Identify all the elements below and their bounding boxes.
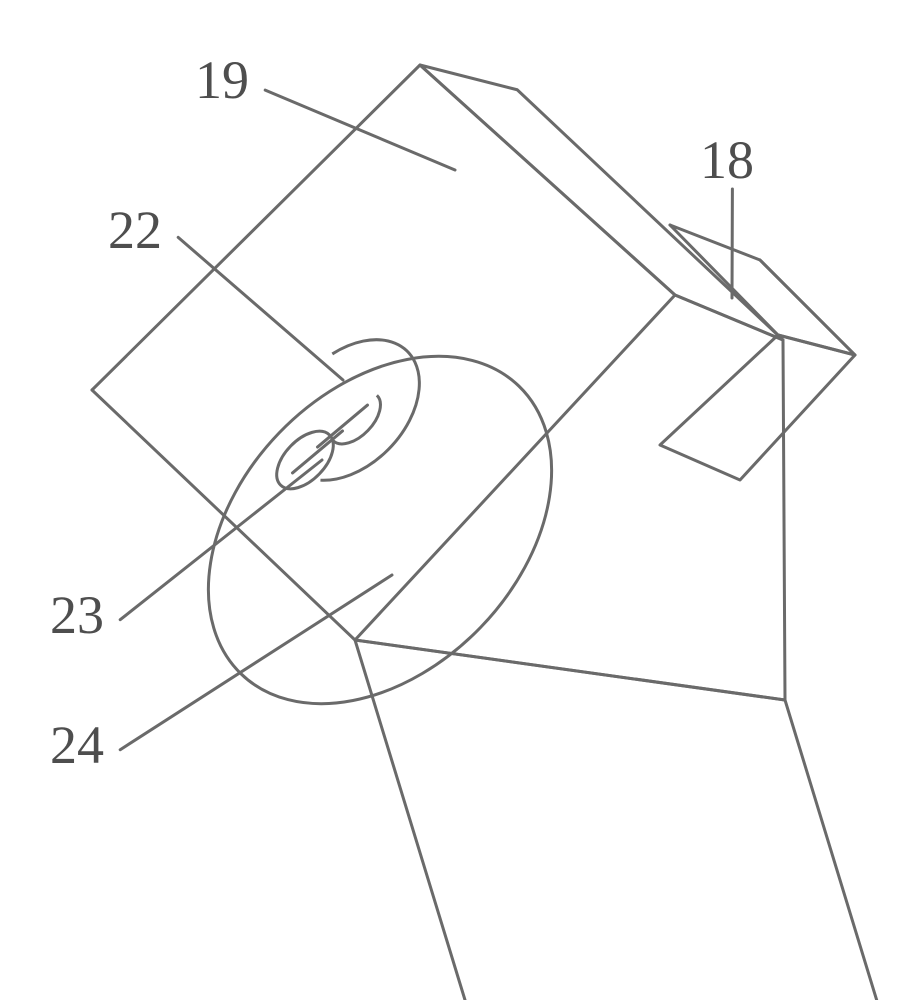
label-23: 23 bbox=[50, 585, 104, 645]
technical-diagram: 18 19 22 23 24 bbox=[0, 0, 912, 1000]
label-19: 19 bbox=[195, 50, 249, 110]
label-24: 24 bbox=[50, 715, 104, 775]
label-22: 22 bbox=[108, 200, 162, 260]
label-18: 18 bbox=[700, 130, 754, 190]
